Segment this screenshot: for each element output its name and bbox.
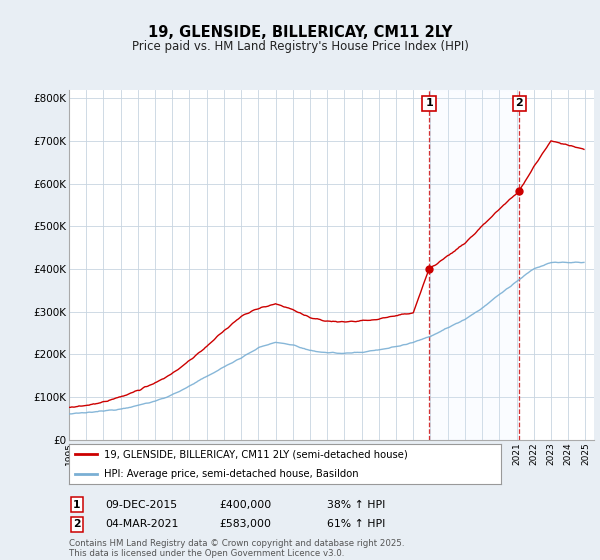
Text: HPI: Average price, semi-detached house, Basildon: HPI: Average price, semi-detached house,… bbox=[104, 469, 358, 479]
Text: 19, GLENSIDE, BILLERICAY, CM11 2LY (semi-detached house): 19, GLENSIDE, BILLERICAY, CM11 2LY (semi… bbox=[104, 449, 407, 459]
Text: 19, GLENSIDE, BILLERICAY, CM11 2LY: 19, GLENSIDE, BILLERICAY, CM11 2LY bbox=[148, 25, 452, 40]
Bar bbox=[429, 90, 520, 440]
Text: Contains HM Land Registry data © Crown copyright and database right 2025.
This d: Contains HM Land Registry data © Crown c… bbox=[69, 539, 404, 558]
Text: 61% ↑ HPI: 61% ↑ HPI bbox=[327, 519, 385, 529]
Text: £583,000: £583,000 bbox=[219, 519, 271, 529]
Text: 04-MAR-2021: 04-MAR-2021 bbox=[105, 519, 178, 529]
Text: 09-DEC-2015: 09-DEC-2015 bbox=[105, 500, 177, 510]
Text: 38% ↑ HPI: 38% ↑ HPI bbox=[327, 500, 385, 510]
Text: 1: 1 bbox=[73, 500, 80, 510]
Text: Price paid vs. HM Land Registry's House Price Index (HPI): Price paid vs. HM Land Registry's House … bbox=[131, 40, 469, 53]
Text: 2: 2 bbox=[515, 99, 523, 108]
Text: £400,000: £400,000 bbox=[219, 500, 271, 510]
Text: 2: 2 bbox=[73, 519, 81, 529]
Text: 1: 1 bbox=[425, 99, 433, 108]
